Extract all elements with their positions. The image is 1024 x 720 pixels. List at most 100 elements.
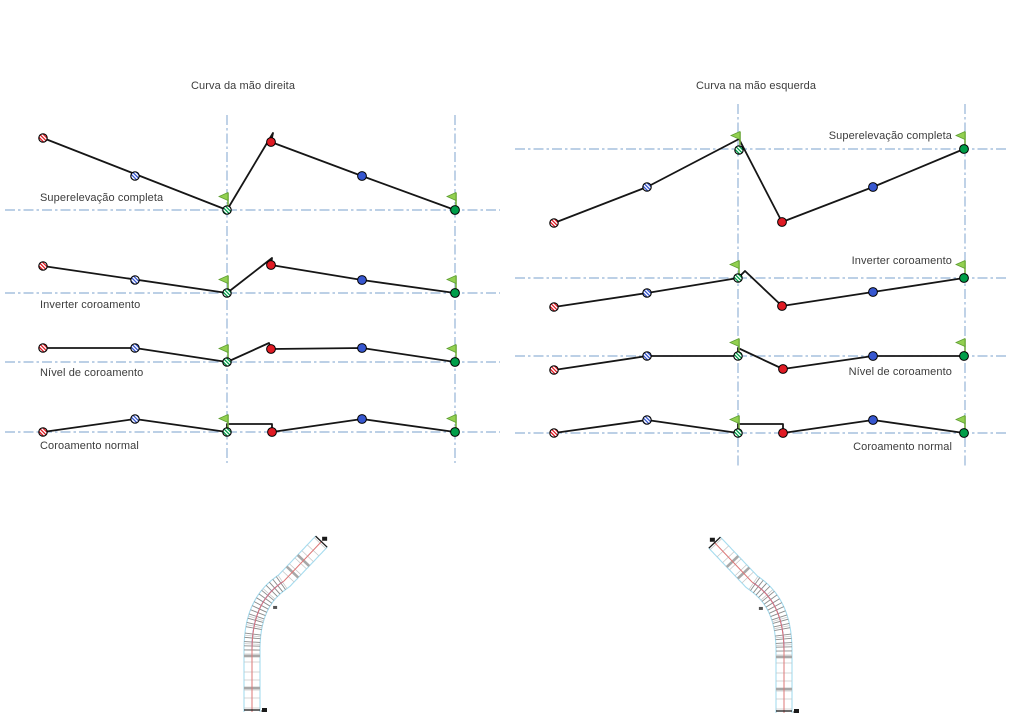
flag-pennant [446, 191, 457, 202]
corridor-edge [719, 536, 793, 713]
flag-pennant [729, 259, 740, 270]
station-marker-green-solid [450, 205, 460, 215]
station-marker-red-solid [777, 301, 787, 311]
station-marker-red-striped [549, 302, 559, 312]
station-marker-red-solid [266, 137, 276, 147]
flag-pennant [730, 130, 741, 141]
corridor-edge [259, 546, 328, 712]
station-marker-red-solid [778, 364, 788, 374]
flag-icon [446, 191, 457, 206]
flag-icon [446, 413, 457, 428]
superelevation-profile-line [553, 138, 965, 224]
station-marker-green-striped [222, 357, 232, 367]
station-mid-mark [273, 605, 278, 609]
station-marker-red-striped [549, 365, 559, 375]
superelevation-profile-line [42, 342, 456, 363]
flag-pennant [955, 414, 966, 425]
flag-icon [218, 274, 229, 289]
row-label-coroamento-normal-left: Coroamento normal [40, 440, 139, 452]
flag-pennant [955, 337, 966, 348]
station-marker-red-solid [266, 260, 276, 270]
station-marker-red-solid [777, 217, 787, 227]
flag-pennant [218, 274, 229, 285]
flag-icon [446, 343, 457, 358]
corridor-tick [315, 535, 328, 548]
station-marker-blue-striped [642, 415, 652, 425]
station-marker-blue-solid [868, 182, 878, 192]
station-marker-green-solid [450, 357, 460, 367]
flag-icon [446, 274, 457, 289]
row-label-nivel-de-coroamento-left: Nível de coroamento [40, 367, 144, 379]
flag-pennant [729, 414, 740, 425]
station-marker-red-striped [38, 261, 48, 271]
station-marker-green-solid [959, 144, 969, 154]
station-marker-green-striped [733, 428, 743, 438]
station-marker-red-striped [38, 427, 48, 437]
station-marker-red-solid [267, 427, 277, 437]
flag-icon [955, 414, 966, 429]
station-marker-blue-striped [642, 351, 652, 361]
flag-icon [218, 343, 229, 358]
panel-title-curva-direita: Curva da mão direita [190, 80, 296, 92]
flag-pennant [446, 343, 457, 354]
station-end-mark [794, 709, 799, 713]
station-marker-blue-solid [868, 351, 878, 361]
station-marker-green-solid [959, 273, 969, 283]
row-label-superelevacao-completa-left: Superelevação completa [40, 192, 164, 204]
flag-icon [955, 259, 966, 274]
station-marker-blue-striped [130, 171, 140, 181]
station-marker-blue-solid [357, 343, 367, 353]
superelevation-profile-line [553, 270, 965, 308]
flag-icon [218, 191, 229, 206]
flag-pennant [729, 337, 740, 348]
row-label-coroamento-normal-right: Coroamento normal [853, 441, 952, 453]
station-marker-red-solid [266, 344, 276, 354]
flag-icon [729, 337, 740, 352]
corridor-centerline [251, 540, 323, 712]
superelevation-profile-line [42, 418, 456, 433]
station-end-mark [262, 708, 267, 712]
flag-icon [955, 337, 966, 352]
station-marker-green-solid [450, 427, 460, 437]
station-marker-red-striped [38, 133, 48, 143]
flag-pennant [446, 413, 457, 424]
station-marker-blue-striped [130, 414, 140, 424]
station-marker-green-striped [222, 205, 232, 215]
row-label-inverter-coroamento-left: Inverter coroamento [40, 299, 141, 311]
station-marker-blue-striped [130, 275, 140, 285]
superelevation-profile-line [42, 257, 456, 294]
station-marker-blue-striped [642, 288, 652, 298]
station-marker-green-striped [734, 145, 744, 155]
corridor-centerline [713, 541, 785, 713]
flag-icon [730, 130, 741, 145]
station-marker-blue-solid [357, 171, 367, 181]
station-marker-blue-solid [868, 415, 878, 425]
row-label-inverter-coroamento-right: Inverter coroamento [851, 255, 952, 267]
flag-pennant [218, 413, 229, 424]
station-marker-green-solid [450, 288, 460, 298]
flag-pennant [218, 343, 229, 354]
station-marker-blue-striped [642, 182, 652, 192]
superelevation-profile-line [553, 419, 965, 434]
station-marker-red-solid [778, 428, 788, 438]
station-end-mark [709, 537, 715, 542]
alignment-plan-left [243, 535, 328, 712]
corridor-edge [243, 535, 317, 712]
flag-icon [955, 130, 966, 145]
flag-pennant [446, 274, 457, 285]
station-marker-green-solid [959, 351, 969, 361]
station-marker-green-striped [222, 427, 232, 437]
station-marker-green-striped [222, 288, 232, 298]
flag-icon [729, 259, 740, 274]
station-marker-blue-solid [868, 287, 878, 297]
station-marker-red-striped [38, 343, 48, 353]
station-mid-mark [758, 606, 763, 610]
corridor-tick [708, 536, 721, 549]
flag-pennant [218, 191, 229, 202]
station-marker-red-striped [549, 218, 559, 228]
alignment-plan-right [708, 536, 799, 713]
station-marker-blue-striped [130, 343, 140, 353]
row-label-superelevacao-completa-right: Superelevação completa [828, 130, 952, 142]
